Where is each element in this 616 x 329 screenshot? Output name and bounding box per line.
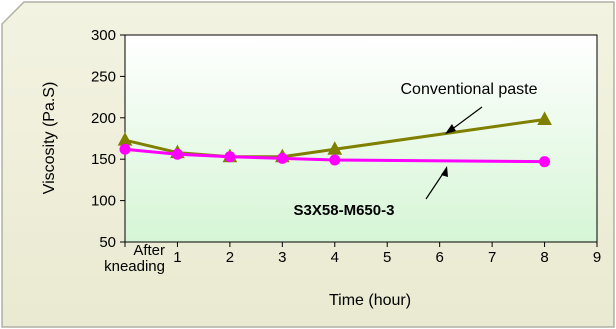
data-point-series-1 (276, 152, 288, 164)
x-tick-label: After kneading (104, 242, 165, 275)
data-point-series-1 (224, 151, 236, 163)
x-tick-label: 8 (540, 249, 548, 266)
y-tick-label: 300 (91, 27, 116, 44)
y-axis: 50 100 150 200 250 300 (91, 27, 125, 251)
x-tick-label: 5 (383, 249, 391, 266)
x-axis: After kneading 1 2 3 4 5 6 7 8 9 (104, 242, 601, 275)
y-tick-label: 150 (91, 151, 116, 168)
data-point-series-1 (171, 148, 183, 160)
annotation-arrowhead-conventional (445, 124, 456, 134)
series-layer (117, 111, 552, 168)
data-point-series-0 (327, 141, 343, 155)
series-line-1 (124, 147, 545, 164)
x-tick-label: 4 (331, 249, 339, 266)
x-tick-label: 6 (435, 249, 443, 266)
annotation-layer: Conventional paste S3X58-M650-3 (294, 81, 538, 219)
x-tick-label: 3 (278, 249, 286, 266)
x-tick-label: 9 (593, 249, 601, 266)
data-point-series-0 (537, 111, 552, 125)
y-tick-label: 250 (91, 68, 116, 85)
x-tick-label: 7 (488, 249, 496, 266)
data-point-series-1 (119, 143, 131, 155)
data-point-series-1 (539, 156, 551, 168)
annotation-arrowhead-s3x58 (441, 166, 448, 177)
y-tick-label: 100 (91, 193, 116, 210)
annotation-arrow-conventional (450, 106, 483, 131)
annotation-s3x58: S3X58-M650-3 (294, 202, 395, 219)
data-point-series-1 (329, 154, 341, 166)
x-tick-label: 1 (173, 249, 181, 266)
y-tick-label: 200 (91, 110, 116, 127)
y-tick-label: 50 (99, 234, 116, 251)
x-tick-label: 2 (226, 249, 234, 266)
annotation-arrow-s3x58 (425, 171, 445, 200)
annotation-conventional-paste: Conventional paste (401, 81, 538, 98)
y-axis-title: Viscosity (Pa.S) (41, 82, 58, 195)
plot-area (124, 34, 598, 243)
x-axis-title: Time (hour) (329, 292, 411, 309)
